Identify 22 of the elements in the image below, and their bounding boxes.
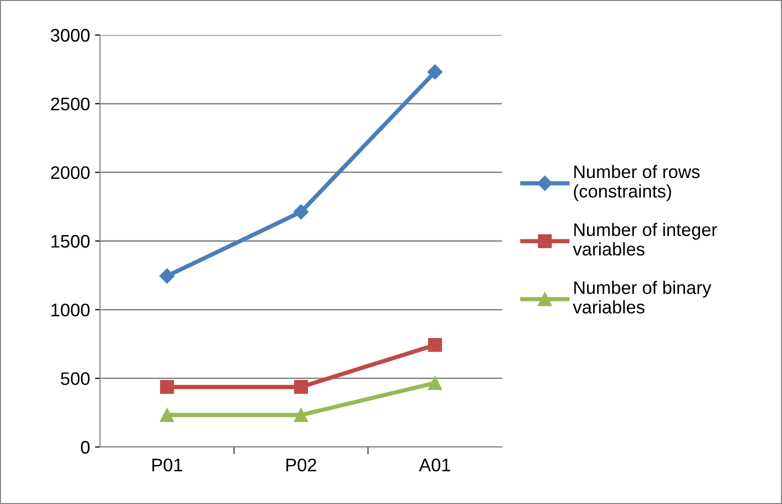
y-tick-label: 1000 <box>51 304 90 316</box>
x-tick-label: P01 <box>152 458 182 472</box>
y-tick-label: 2500 <box>51 98 90 110</box>
y-tick-label: 1500 <box>51 234 90 248</box>
point <box>160 408 174 422</box>
y-tick-label: 2000 <box>51 166 90 180</box>
point <box>159 268 175 284</box>
point <box>294 380 308 394</box>
y-tick-label: 500 <box>60 372 90 386</box>
x-tick-label: A01 <box>418 458 450 472</box>
point <box>427 64 443 80</box>
point <box>294 408 308 422</box>
point <box>428 376 442 390</box>
legend-label: Number of integer variables <box>572 222 718 256</box>
x-tick-label: P02 <box>286 458 316 472</box>
legend-label: Number of rows (constraints) <box>574 164 700 202</box>
y-tick-label: 3000 <box>50 28 90 42</box>
point <box>293 204 309 220</box>
point <box>160 380 174 394</box>
y-tick-label: 0 <box>80 440 90 454</box>
point <box>428 338 442 352</box>
legend-label: Number of binary variables <box>572 280 712 314</box>
